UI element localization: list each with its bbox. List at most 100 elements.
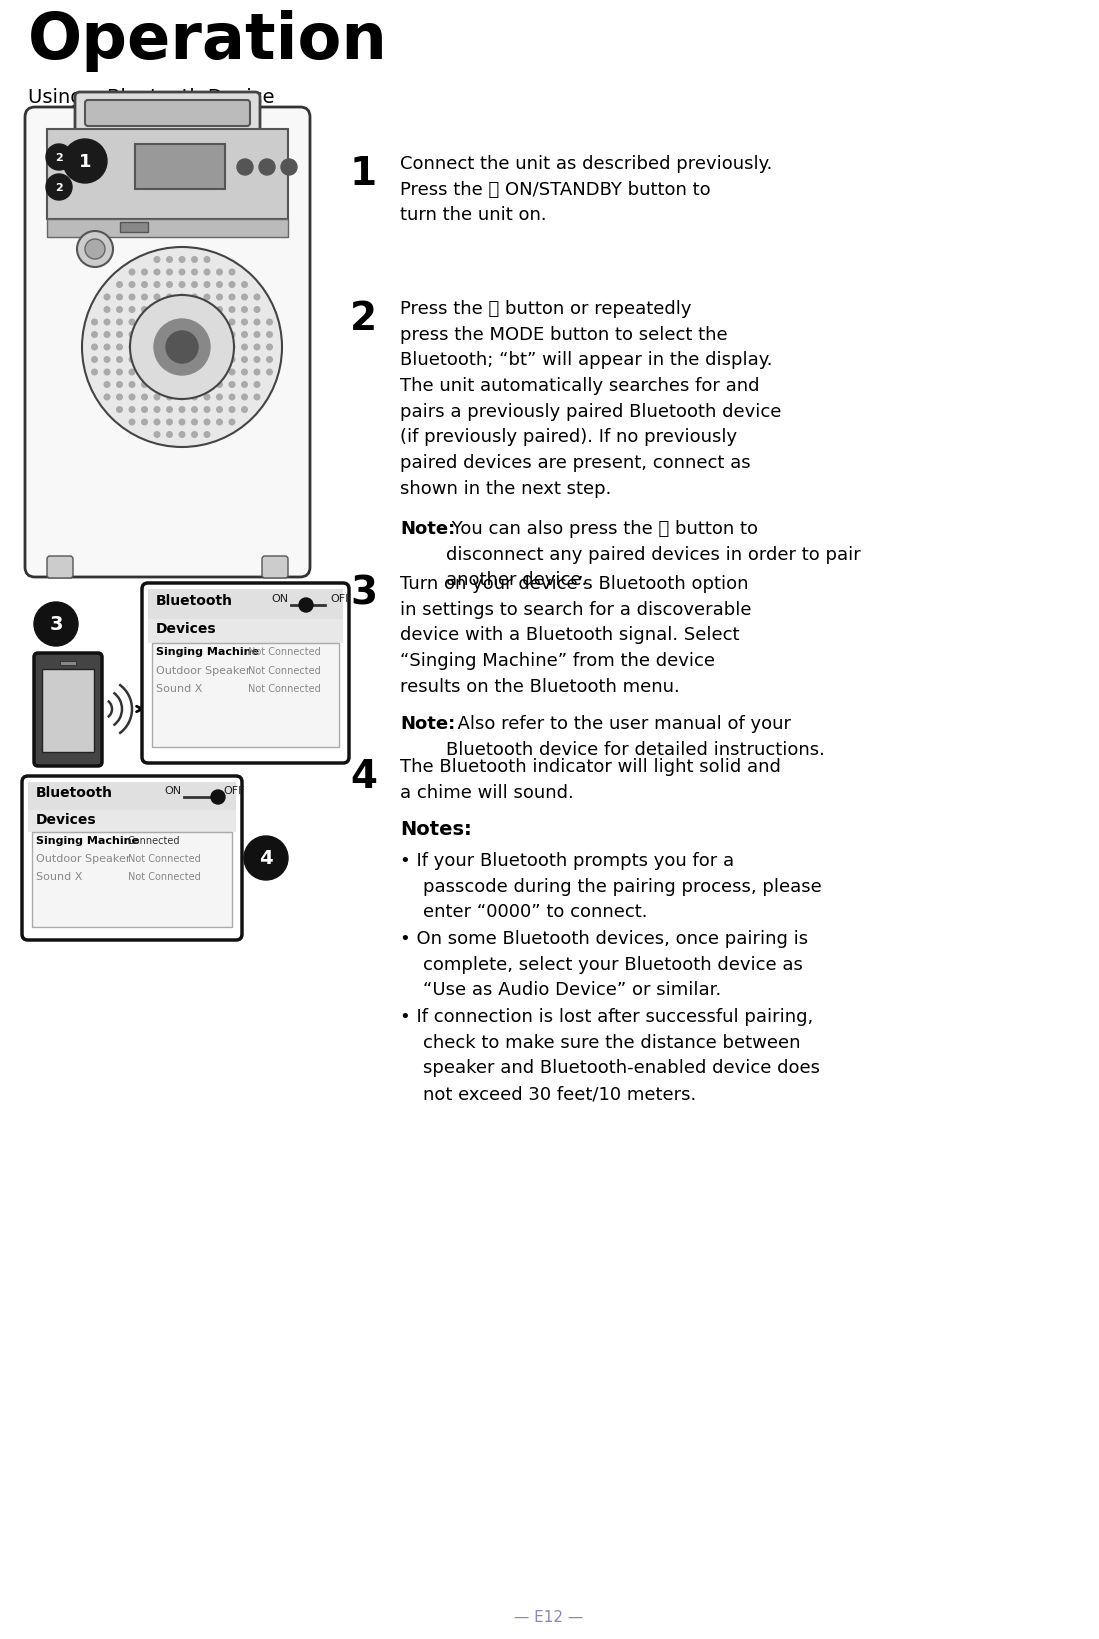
Bar — [148, 590, 343, 620]
Circle shape — [142, 282, 147, 288]
Circle shape — [142, 357, 147, 364]
Circle shape — [104, 308, 110, 313]
Bar — [47, 129, 288, 220]
Circle shape — [230, 333, 235, 338]
Circle shape — [242, 408, 247, 413]
FancyBboxPatch shape — [34, 654, 102, 767]
Circle shape — [242, 370, 247, 375]
Circle shape — [179, 270, 185, 275]
Circle shape — [230, 270, 235, 275]
Circle shape — [230, 344, 235, 351]
Circle shape — [191, 308, 198, 313]
Circle shape — [104, 395, 110, 400]
FancyBboxPatch shape — [25, 108, 310, 577]
Circle shape — [217, 295, 222, 300]
Text: Operation: Operation — [27, 10, 388, 72]
Text: • On some Bluetooth devices, once pairing is
    complete, select your Bluetooth: • On some Bluetooth devices, once pairin… — [400, 929, 808, 998]
Text: Sound X: Sound X — [156, 683, 202, 693]
Circle shape — [166, 331, 198, 364]
Circle shape — [154, 395, 159, 400]
Circle shape — [204, 295, 210, 300]
Circle shape — [217, 344, 222, 351]
Circle shape — [77, 231, 113, 267]
Circle shape — [116, 333, 122, 338]
Text: Outdoor Speaker: Outdoor Speaker — [156, 665, 251, 675]
Circle shape — [217, 370, 222, 375]
Text: 1: 1 — [79, 152, 91, 170]
Circle shape — [116, 395, 122, 400]
Circle shape — [154, 370, 159, 375]
Circle shape — [142, 408, 147, 413]
Circle shape — [191, 270, 198, 275]
Circle shape — [237, 161, 253, 175]
Circle shape — [91, 370, 98, 375]
Circle shape — [154, 257, 159, 264]
Circle shape — [179, 395, 185, 400]
Circle shape — [179, 282, 185, 288]
FancyBboxPatch shape — [22, 777, 242, 941]
Text: • If connection is lost after successful pairing,
    check to make sure the dis: • If connection is lost after successful… — [400, 1008, 820, 1103]
Circle shape — [267, 320, 273, 326]
Text: Connected: Connected — [127, 836, 180, 846]
Circle shape — [204, 282, 210, 288]
Circle shape — [167, 408, 173, 413]
Circle shape — [130, 295, 234, 400]
Circle shape — [217, 333, 222, 338]
Text: Singing Machine: Singing Machine — [156, 647, 259, 657]
Circle shape — [130, 333, 135, 338]
Circle shape — [116, 308, 122, 313]
Circle shape — [217, 420, 222, 426]
Circle shape — [116, 282, 122, 288]
Circle shape — [267, 357, 273, 364]
Circle shape — [167, 420, 173, 426]
Text: Singing Machine: Singing Machine — [36, 836, 138, 846]
Circle shape — [254, 320, 259, 326]
Circle shape — [217, 357, 222, 364]
Circle shape — [167, 357, 173, 364]
Circle shape — [242, 282, 247, 288]
Circle shape — [217, 308, 222, 313]
Circle shape — [91, 320, 98, 326]
Circle shape — [167, 295, 173, 300]
Circle shape — [217, 408, 222, 413]
Text: Bluetooth: Bluetooth — [156, 593, 233, 608]
Text: Outdoor Speaker: Outdoor Speaker — [36, 854, 131, 864]
Circle shape — [104, 333, 110, 338]
Circle shape — [63, 139, 107, 184]
Circle shape — [130, 308, 135, 313]
Circle shape — [191, 333, 198, 338]
Text: Not Connected: Not Connected — [248, 665, 321, 675]
Circle shape — [130, 395, 135, 400]
Circle shape — [167, 320, 173, 326]
Circle shape — [179, 295, 185, 300]
Bar — [47, 220, 288, 238]
Circle shape — [154, 295, 159, 300]
Circle shape — [254, 382, 259, 388]
Circle shape — [142, 270, 147, 275]
Text: Sound X: Sound X — [36, 872, 82, 882]
Circle shape — [191, 282, 198, 288]
Circle shape — [204, 382, 210, 388]
Circle shape — [116, 408, 122, 413]
Circle shape — [154, 333, 159, 338]
Circle shape — [46, 144, 73, 170]
Circle shape — [191, 408, 198, 413]
Circle shape — [204, 433, 210, 438]
Circle shape — [179, 257, 185, 264]
Text: Turn on your device’s Bluetooth option
in settings to search for a discoverable
: Turn on your device’s Bluetooth option i… — [400, 575, 752, 695]
Circle shape — [230, 382, 235, 388]
FancyBboxPatch shape — [47, 557, 73, 579]
Bar — [27, 782, 236, 811]
Circle shape — [167, 282, 173, 288]
Circle shape — [254, 357, 259, 364]
Circle shape — [130, 295, 135, 300]
Circle shape — [130, 420, 135, 426]
Circle shape — [230, 308, 235, 313]
Circle shape — [46, 175, 73, 202]
Bar — [148, 620, 343, 644]
Circle shape — [142, 395, 147, 400]
Text: Note:: Note: — [400, 520, 455, 538]
Circle shape — [104, 370, 110, 375]
Circle shape — [217, 395, 222, 400]
Circle shape — [204, 408, 210, 413]
